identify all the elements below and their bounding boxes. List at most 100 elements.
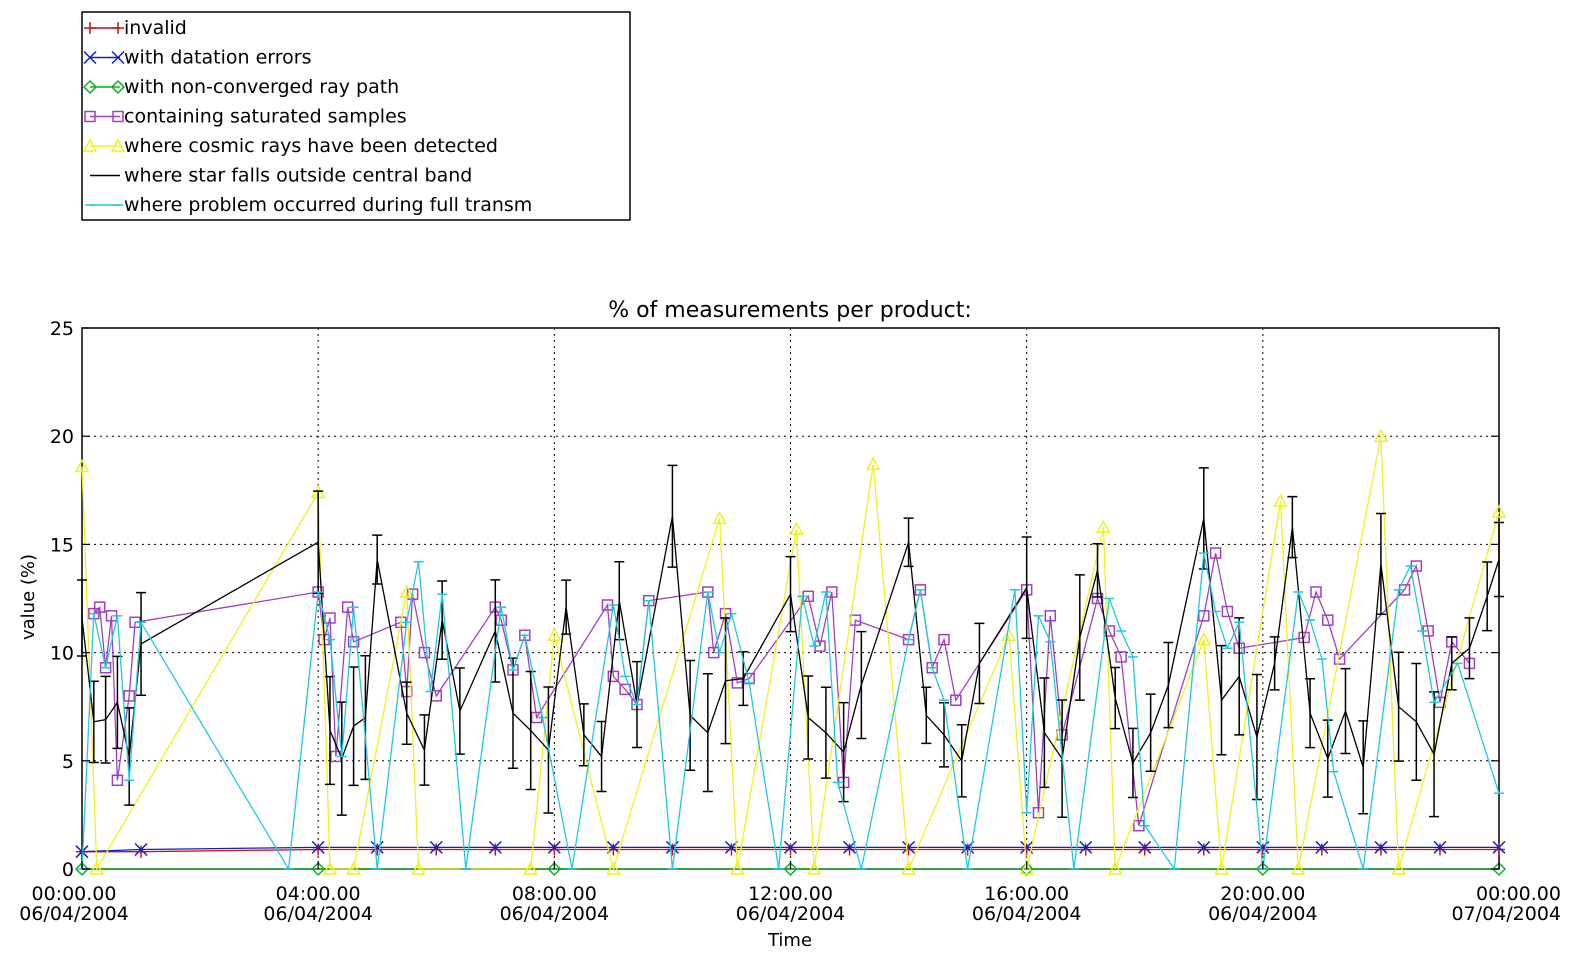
series-0-point-path: [1256, 843, 1269, 856]
series-0-point-path: [1433, 843, 1446, 856]
legend-entry: where problem occurred during full trans…: [85, 194, 532, 216]
legend-label: with datation errors: [124, 47, 311, 69]
legend-swatch-marker: [110, 138, 126, 152]
series-0-point: [784, 843, 797, 856]
series-5-point: [1393, 651, 1404, 762]
series-3-point: [1298, 631, 1310, 644]
chart-title: % of measurements per product:: [608, 298, 972, 323]
series-5-point: [1358, 720, 1369, 815]
series-5-point: [1269, 636, 1280, 691]
series-4-point: [865, 456, 881, 471]
series-5-point: [1287, 495, 1298, 559]
legend-swatch-marker: [84, 22, 96, 34]
series-0-point-path: [489, 843, 502, 856]
legend-frame: [81, 11, 631, 221]
series-4-point: [523, 861, 538, 875]
legend-swatch-marker-path: [112, 22, 124, 34]
series-5-point: [1021, 536, 1032, 640]
series-5-point: [1482, 561, 1493, 632]
series-0-point: [1079, 843, 1092, 856]
series-5-point: [1375, 512, 1386, 616]
series-2-point: [1019, 861, 1034, 877]
series-5-point: [561, 579, 572, 635]
series-5-point: [525, 670, 536, 791]
series-1-point: [1256, 840, 1270, 854]
series-5-point: [1216, 644, 1227, 756]
series-4-point: [712, 510, 727, 525]
series-1-point: [1492, 840, 1506, 854]
series-3-point: [1209, 547, 1222, 559]
series-1-point: [1374, 840, 1388, 854]
series-5-point: [336, 701, 347, 816]
series-3-point: [731, 677, 744, 689]
legend-swatch-marker: [83, 50, 97, 65]
series-5-point: [856, 630, 867, 740]
series-5-point: [838, 701, 849, 803]
y-tick-label: 15: [50, 534, 74, 556]
series-4-point: [1273, 493, 1288, 507]
series-4-point: [730, 861, 745, 875]
series-0-point-path: [1079, 843, 1092, 856]
series-3-point: [347, 636, 360, 648]
series-4-point: [1096, 519, 1111, 533]
series-5-point: [903, 517, 914, 568]
series-0-point-path: [725, 843, 738, 856]
series-5-point: [820, 686, 831, 779]
series-2-point: [547, 861, 562, 877]
y-tick-label: 0: [62, 859, 74, 881]
series-2-point: [311, 861, 326, 877]
series-3-point: [938, 633, 950, 646]
series-5-point: [313, 490, 324, 595]
legend-swatch-marker: [111, 50, 125, 65]
series-1-point: [370, 840, 384, 854]
series-1-point: [783, 840, 798, 854]
x-tick-label-time: 00:00.00: [32, 883, 117, 905]
series-5-point: [939, 702, 950, 768]
series-1-point: [1197, 840, 1211, 854]
series-2-point: [1255, 861, 1270, 877]
series-3-point: [1103, 625, 1116, 637]
series-4-point: [901, 861, 916, 875]
legend-entry: with datation errors: [83, 47, 311, 69]
series-5-point: [720, 617, 731, 745]
series-4-point: [1491, 504, 1507, 518]
series-5-point: [667, 464, 678, 568]
series-0-point-path: [1138, 843, 1151, 856]
series-0-point: [666, 843, 679, 856]
x-tick-label-date: 07/04/2004: [1451, 903, 1561, 925]
series-5-point: [785, 555, 796, 633]
legend-swatch-marker: [82, 138, 98, 152]
series-0-point: [843, 843, 856, 856]
series-0-point: [1433, 843, 1446, 856]
series-0-point-path: [1493, 843, 1505, 856]
legend-swatch-marker-path: [84, 22, 96, 34]
series-4-point: [1214, 861, 1229, 875]
series-1-point: [311, 840, 325, 854]
series-5-point: [974, 622, 985, 705]
series-4-point: [1290, 861, 1306, 875]
series-5-point: [1305, 677, 1316, 749]
series-0-point: [1493, 843, 1505, 856]
series-5-point: [956, 724, 967, 798]
series-0-point-path: [371, 843, 384, 856]
series-5-point: [1163, 641, 1174, 729]
series-0-point: [312, 843, 325, 856]
series-5-point: [124, 707, 135, 806]
series-0-point: [607, 843, 620, 856]
legend-swatch-marker: [82, 79, 98, 95]
series-1-point: [488, 840, 502, 854]
y-tick-label: 5: [62, 751, 74, 773]
series-0-point: [371, 843, 384, 856]
series-5-point: [1110, 666, 1121, 730]
series-4-point: [411, 861, 426, 875]
x-tick-label-date: 06/04/2004: [500, 903, 610, 925]
series-2-point: [1491, 861, 1507, 877]
series-1-point: [1315, 840, 1329, 854]
y-axis-label: value (%): [18, 554, 39, 640]
series-5-point: [1039, 677, 1050, 789]
x-tick-label-date: 06/04/2004: [19, 903, 129, 925]
series-5-point: [1234, 617, 1245, 736]
series-4-point: [606, 861, 621, 875]
